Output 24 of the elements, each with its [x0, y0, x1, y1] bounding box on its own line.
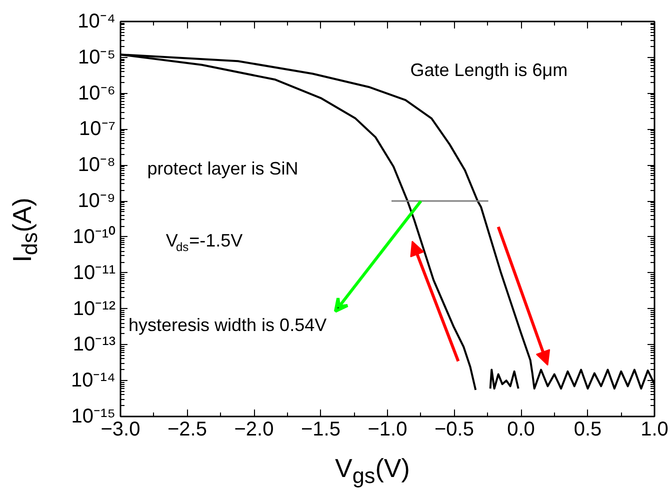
annotation: Gate Length is 6μm: [410, 60, 568, 80]
x-tick-label: 0.5: [574, 418, 602, 440]
y-tick-label: 10⁻⁵: [78, 46, 116, 68]
y-tick-label: 10⁻¹⁰: [72, 224, 116, 248]
y-tick-label: 10⁻¹³: [72, 334, 116, 356]
annotation: protect layer is SiN: [147, 158, 298, 179]
x-tick-label: −2.0: [234, 418, 274, 440]
x-tick-label: −0.5: [434, 418, 474, 440]
y-tick-label: 10⁻¹²: [72, 298, 116, 320]
y-tick-label: 10⁻⁶: [78, 82, 116, 104]
annotation: hysteresis width is 0.54V: [128, 314, 327, 335]
x-axis-title: V$_{gs}$(V): [335, 452, 410, 490]
y-tick-label: 10⁻⁸: [78, 154, 116, 176]
x-tick-label: −1.5: [301, 418, 340, 440]
y-tick-label: 10⁻⁹: [78, 190, 116, 212]
x-tick-label: −1.0: [368, 418, 408, 440]
y-tick-label: 10⁻⁷: [79, 118, 116, 140]
y-tick-label: 10⁻¹⁴: [71, 370, 116, 392]
y-tick-label: 10⁻¹¹: [72, 262, 116, 284]
x-tick-label: −3.0: [100, 418, 140, 440]
y-tick-label: 10⁻⁴: [78, 10, 116, 32]
x-tick-label: 0.0: [507, 418, 535, 440]
x-tick-label: 1.0: [640, 418, 668, 440]
x-tick-label: −2.5: [168, 418, 207, 440]
